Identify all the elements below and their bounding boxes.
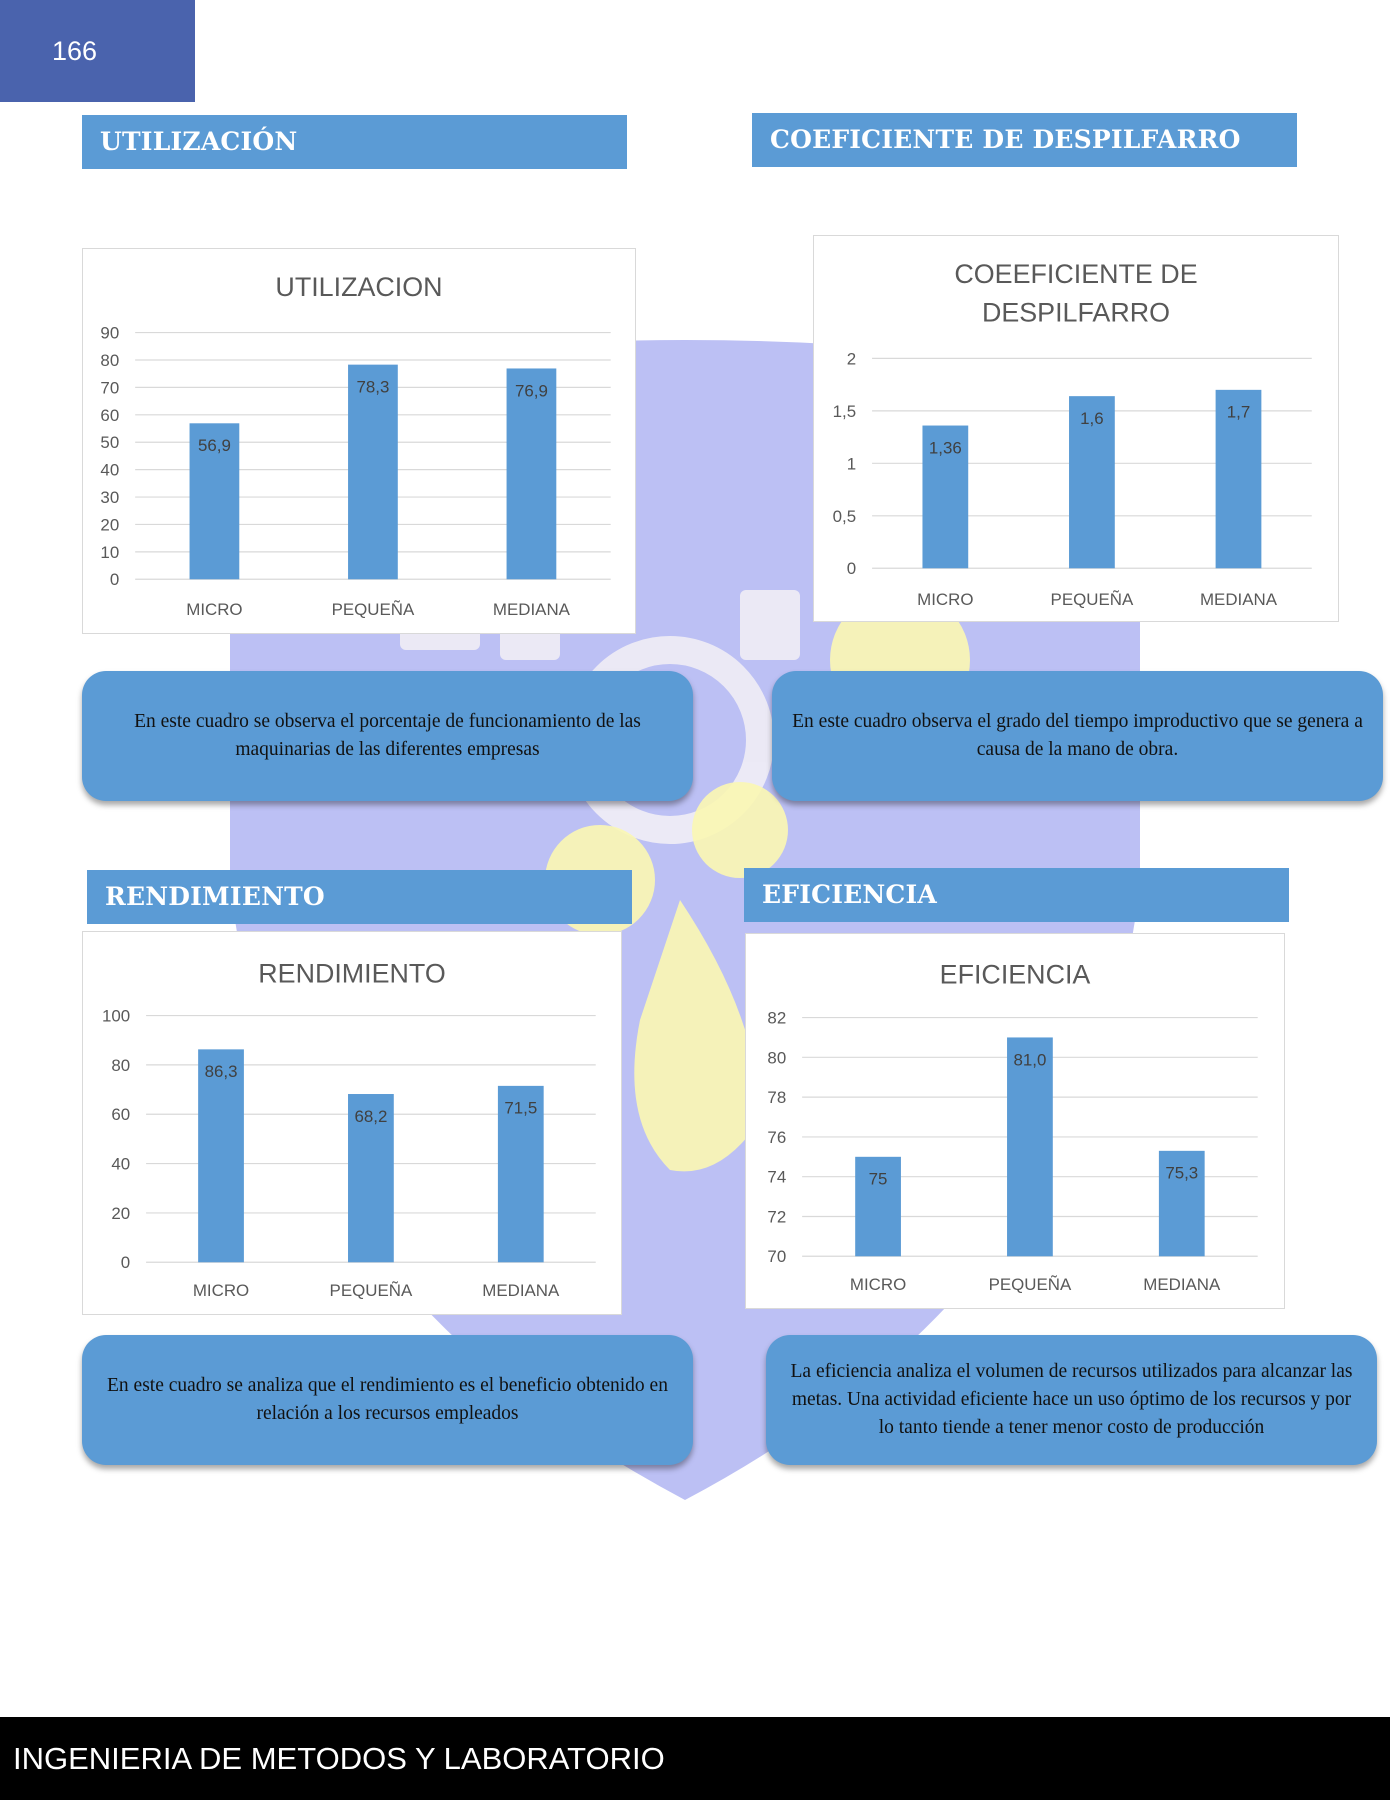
- chart-despilfarro-svg: COEEFICIENTE DE DESPILFARRO 0 0,5 1 1,5 2 1,36 M…: [833, 259, 1312, 609]
- chart-title: UTILIZACION: [275, 272, 442, 302]
- chart-utilizacion: UTILIZACION 0 10 20 30 40 50 60 70 80 90 56,9 MICRO 7…: [82, 248, 636, 634]
- bar: [198, 1049, 244, 1263]
- y-tick-label: 20: [111, 1204, 130, 1223]
- chart-title: RENDIMIENTO: [258, 959, 445, 989]
- y-tick-label: 50: [100, 433, 119, 452]
- section-title-utilizacion: UTILIZACIÓN: [82, 115, 627, 169]
- y-tick-label: 76: [767, 1128, 786, 1147]
- category-label: MICRO: [917, 590, 973, 609]
- category-label: PEQUEÑA: [330, 1280, 413, 1300]
- category-label: PEQUEÑA: [1051, 589, 1134, 609]
- note-utilizacion: En este cuadro se observa el porcentaje …: [82, 671, 693, 801]
- bar: [506, 368, 557, 580]
- data-label: 1,36: [929, 438, 962, 457]
- y-tick-label: 40: [111, 1155, 130, 1174]
- data-label: 1,6: [1080, 409, 1104, 428]
- section-title-rendimiento: RENDIMIENTO: [87, 870, 632, 924]
- y-tick-label: 60: [111, 1105, 130, 1124]
- data-label: 86,3: [205, 1062, 238, 1081]
- chart-eficiencia: EFICIENCIA 70 72 74 76 78 80 82 75 MICRO 81,0 PEQUE…: [745, 933, 1285, 1309]
- y-tick-label: 10: [100, 543, 119, 562]
- note-rendimiento: En este cuadro se analiza que el rendimi…: [82, 1335, 693, 1465]
- note-eficiencia: La eficiencia analiza el volumen de recu…: [766, 1335, 1377, 1465]
- y-tick-label: 20: [100, 515, 119, 534]
- data-label: 68,2: [354, 1107, 387, 1126]
- y-tick-label: 2: [847, 349, 856, 368]
- data-label: 78,3: [356, 377, 389, 396]
- chart-eficiencia-svg: EFICIENCIA 70 72 74 76 78 80 82 75 MICRO 81,0 PEQUE…: [767, 960, 1258, 1294]
- data-label: 81,0: [1013, 1050, 1046, 1069]
- section-title-eficiencia: EFICIENCIA: [744, 868, 1289, 922]
- y-tick-label: 0: [110, 570, 119, 589]
- y-tick-label: 90: [100, 324, 119, 343]
- y-tick-label: 78: [767, 1088, 786, 1107]
- y-tick-label: 80: [767, 1048, 786, 1067]
- y-tick-label: 40: [100, 461, 119, 480]
- data-label: 71,5: [504, 1099, 537, 1118]
- data-label: 1,7: [1227, 403, 1251, 422]
- bar: [855, 1156, 901, 1257]
- y-tick-label: 0: [121, 1253, 130, 1272]
- y-tick-label: 0: [847, 559, 856, 578]
- category-label: MICRO: [193, 1281, 249, 1300]
- data-label: 75,3: [1165, 1164, 1198, 1183]
- bar: [189, 423, 240, 580]
- chart-utilizacion-svg: UTILIZACION 0 10 20 30 40 50 60 70 80 90 56,9 MICRO 7…: [100, 272, 611, 619]
- chart-despilfarro: COEEFICIENTE DE DESPILFARRO 0 0,5 1 1,5 2 1,36 M…: [813, 235, 1339, 622]
- y-tick-label: 74: [767, 1168, 786, 1187]
- data-label: 75: [869, 1170, 888, 1189]
- y-tick-label: 70: [100, 378, 119, 397]
- y-tick-label: 82: [767, 1009, 786, 1028]
- note-despilfarro: En este cuadro observa el grado del tiem…: [772, 671, 1383, 801]
- section-title-despilfarro: COEFICIENTE DE DESPILFARRO: [752, 113, 1297, 167]
- bar: [348, 1094, 394, 1263]
- category-label: MICRO: [186, 600, 242, 619]
- category-label: MEDIANA: [1143, 1275, 1221, 1294]
- y-tick-label: 30: [100, 488, 119, 507]
- bar: [1158, 1150, 1205, 1257]
- bar: [1215, 389, 1262, 569]
- category-label: PEQUEÑA: [989, 1274, 1072, 1294]
- y-tick-label: 60: [100, 406, 119, 425]
- bar: [348, 364, 398, 580]
- bar: [497, 1085, 544, 1263]
- y-tick-label: 72: [767, 1207, 786, 1226]
- y-tick-label: 70: [767, 1247, 786, 1266]
- category-label: MEDIANA: [1200, 590, 1278, 609]
- data-label: 76,9: [515, 381, 548, 400]
- chart-title: COEEFICIENTE DE: [954, 259, 1197, 289]
- data-label: 56,9: [198, 436, 231, 455]
- bar: [1007, 1037, 1053, 1257]
- category-label: PEQUEÑA: [332, 599, 415, 619]
- chart-title: DESPILFARRO: [982, 298, 1170, 328]
- bar: [922, 425, 969, 569]
- category-label: MEDIANA: [482, 1281, 560, 1300]
- chart-rendimiento: RENDIMIENTO 0 20 40 60 80 100 86,3 MICRO 68,2 PEQU…: [82, 931, 622, 1315]
- category-label: MEDIANA: [493, 600, 571, 619]
- bar: [1069, 396, 1115, 569]
- y-tick-label: 1,5: [833, 402, 857, 421]
- category-label: MICRO: [850, 1275, 906, 1294]
- y-tick-label: 0,5: [833, 507, 857, 526]
- y-tick-label: 100: [102, 1007, 130, 1026]
- page-number: 166: [0, 0, 195, 102]
- chart-title: EFICIENCIA: [940, 960, 1091, 990]
- chart-rendimiento-svg: RENDIMIENTO 0 20 40 60 80 100 86,3 MICRO 68,2 PEQU…: [102, 959, 596, 1300]
- y-tick-label: 80: [100, 351, 119, 370]
- y-tick-label: 80: [111, 1056, 130, 1075]
- page-footer: INGENIERIA DE METODOS Y LABORATORIO: [0, 1717, 1390, 1800]
- y-tick-label: 1: [847, 454, 856, 473]
